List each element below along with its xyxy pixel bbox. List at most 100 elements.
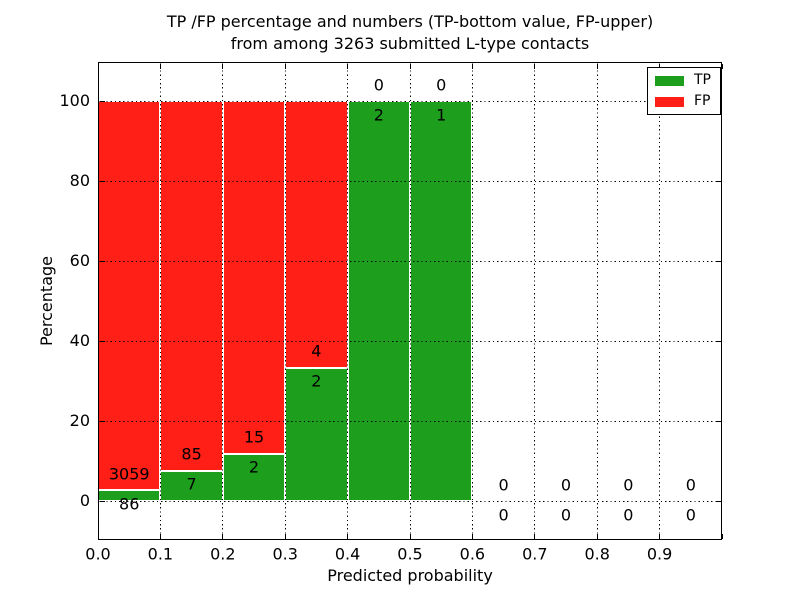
x-tick-label: 0.6 xyxy=(459,544,486,564)
x-tick-label: 0.0 xyxy=(85,544,111,564)
y-tick xyxy=(715,420,721,422)
x-axis-label: Predicted probability xyxy=(327,566,493,585)
gridline-v xyxy=(159,62,161,540)
x-tick xyxy=(659,533,661,539)
gridline-h xyxy=(98,420,722,422)
tp-count-label: 2 xyxy=(248,457,260,477)
x-tick xyxy=(222,533,224,539)
y-tick-label: 60 xyxy=(69,251,90,270)
gridline-v xyxy=(534,62,536,540)
x-tick xyxy=(409,63,411,69)
x-tick xyxy=(347,63,349,69)
gridline-v xyxy=(222,62,224,540)
legend-item-tp: TP xyxy=(655,72,711,88)
legend-label-fp: FP xyxy=(694,93,711,109)
x-tick xyxy=(222,63,224,69)
fp-count-label: 85 xyxy=(181,444,202,464)
y-tick xyxy=(715,260,721,262)
tp-count-label: 2 xyxy=(373,105,384,124)
y-tick xyxy=(99,500,105,502)
x-tick xyxy=(159,533,161,539)
x-tick-label: 0.5 xyxy=(397,544,423,564)
y-tick xyxy=(715,180,721,182)
legend-label-tp: TP xyxy=(694,72,711,88)
gridline-v xyxy=(471,62,473,540)
x-tick-label: 0.3 xyxy=(272,544,298,564)
bar-segment-tp xyxy=(347,101,410,501)
legend: TP FP xyxy=(647,67,721,115)
x-tick xyxy=(409,533,411,539)
x-tick xyxy=(284,63,286,69)
tp-count-label: 0 xyxy=(685,505,696,524)
chart-title-line1: TP /FP percentage and numbers (TP-bottom… xyxy=(166,12,654,31)
x-tick xyxy=(159,63,161,69)
y-tick-label: 0 xyxy=(79,491,90,510)
x-tick xyxy=(721,63,723,69)
x-tick-label: 0.1 xyxy=(147,544,174,564)
y-tick-label: 20 xyxy=(69,411,90,430)
gridline-h xyxy=(98,260,722,262)
x-tick xyxy=(97,63,99,69)
x-tick xyxy=(534,63,536,69)
x-tick xyxy=(347,533,349,539)
legend-item-fp: FP xyxy=(655,93,711,109)
gridline-v xyxy=(284,62,286,540)
x-tick-label: 0.7 xyxy=(522,544,548,564)
x-tick xyxy=(534,533,536,539)
y-tick xyxy=(715,500,721,502)
gridline-v xyxy=(596,62,598,540)
fp-count-label: 0 xyxy=(436,75,447,94)
bar-segment-fp xyxy=(222,101,286,454)
tp-count-label: 2 xyxy=(311,371,322,391)
fp-count-label: 0 xyxy=(498,475,509,494)
y-tick-label: 40 xyxy=(69,331,90,350)
x-tick xyxy=(721,533,723,539)
x-tick xyxy=(659,63,661,69)
fp-count-label: 0 xyxy=(373,75,384,94)
x-tick xyxy=(471,63,473,69)
x-tick-label: 0.8 xyxy=(584,544,610,564)
fp-count-label: 0 xyxy=(560,475,572,494)
bar-segment-tp xyxy=(160,470,223,501)
y-tick xyxy=(715,340,721,342)
x-tick-label: 0.9 xyxy=(646,544,673,564)
legend-swatch-fp-icon xyxy=(655,96,684,107)
tp-count-label: 7 xyxy=(186,474,197,494)
x-tick xyxy=(97,533,99,539)
plot-frame xyxy=(98,62,722,540)
gridline-v xyxy=(347,62,349,540)
bar-segment-fp xyxy=(285,101,348,368)
tp-count-label: 1 xyxy=(436,105,447,124)
gridline-h xyxy=(98,340,722,342)
x-tick xyxy=(471,533,473,539)
gridline-h xyxy=(98,500,722,502)
fp-count-label: 3059 xyxy=(108,464,150,484)
gridline-v xyxy=(659,62,661,540)
x-tick xyxy=(596,533,598,539)
y-tick xyxy=(99,260,105,262)
tp-count-label: 0 xyxy=(623,505,634,524)
y-tick xyxy=(99,180,105,182)
fp-count-label: 0 xyxy=(685,475,696,494)
tp-count-label: 86 xyxy=(119,494,140,514)
x-tick xyxy=(284,533,286,539)
y-tick-label: 100 xyxy=(59,91,90,110)
gridline-v xyxy=(409,62,411,540)
bar-segment-tp xyxy=(285,367,348,501)
gridline-h xyxy=(98,100,722,102)
fp-count-label: 4 xyxy=(311,341,322,361)
y-tick xyxy=(99,100,105,102)
bar-segment-tp xyxy=(222,453,286,501)
tp-count-label: 0 xyxy=(560,505,572,524)
bar-segment-fp xyxy=(98,101,161,491)
y-tick xyxy=(99,420,105,422)
x-tick-label: 0.2 xyxy=(210,544,236,564)
chart-title-line2: from among 3263 submitted L-type contact… xyxy=(230,34,590,53)
bar-segment-fp xyxy=(160,101,223,471)
tp-count-label: 0 xyxy=(498,505,509,524)
gridline-h xyxy=(98,180,722,182)
fp-count-label: 0 xyxy=(623,475,634,494)
x-tick-label: 0.4 xyxy=(334,544,361,564)
